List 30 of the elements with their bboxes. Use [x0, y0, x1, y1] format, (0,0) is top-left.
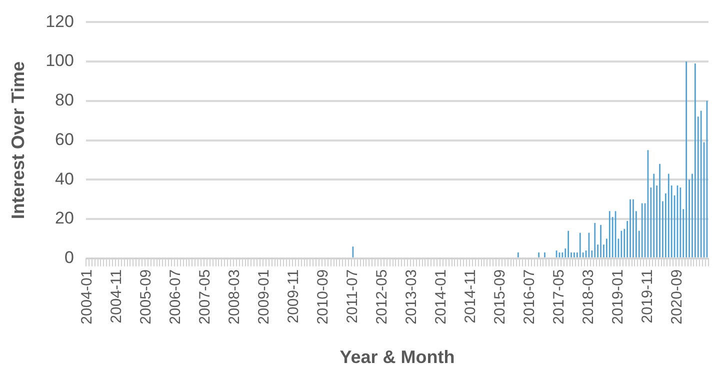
y-tick-label: 120: [46, 12, 74, 31]
y-tick-label: 0: [64, 248, 74, 268]
x-tick-label: 2004-01: [78, 269, 96, 324]
x-tick-label: 2013-03: [403, 269, 420, 324]
x-tick-label: 2020-09: [668, 269, 686, 324]
x-tick-label: 2019-01: [610, 269, 627, 324]
x-tick-label: 2016-07: [521, 269, 538, 324]
x-tick-label: 2009-11: [285, 269, 302, 324]
x-tick-label: 2010-09: [314, 269, 332, 324]
x-tick-label: 2015-09: [492, 269, 509, 324]
x-tick-label: 2008-03: [226, 269, 244, 324]
x-tick-label: 2006-07: [167, 269, 184, 324]
x-tick-label: 2007-05: [196, 269, 214, 324]
y-tick-label: 100: [46, 51, 74, 70]
y-tick-label: 60: [55, 130, 74, 149]
x-tick-label: 2009-01: [256, 269, 273, 324]
y-tick-label: 80: [55, 90, 74, 110]
x-tick-label: 2017-05: [550, 269, 568, 324]
x-tick-label: 2004-11: [108, 269, 126, 324]
x-tick-label: 2005-09: [138, 269, 155, 324]
y-tick-label: 20: [55, 208, 74, 228]
x-tick-label: 2018-03: [580, 269, 598, 324]
x-tick-label: 2014-11: [462, 269, 480, 324]
y-tick-label: 40: [55, 169, 74, 188]
x-tick-label: 2014-01: [432, 269, 450, 324]
x-axis-title: Year & Month: [340, 347, 455, 368]
x-tick-label: 2019-11: [639, 269, 656, 324]
y-axis-title: Interest Over Time: [8, 61, 28, 220]
x-tick-label: 2011-07: [344, 269, 362, 324]
x-tick-label: 2012-05: [374, 269, 391, 324]
